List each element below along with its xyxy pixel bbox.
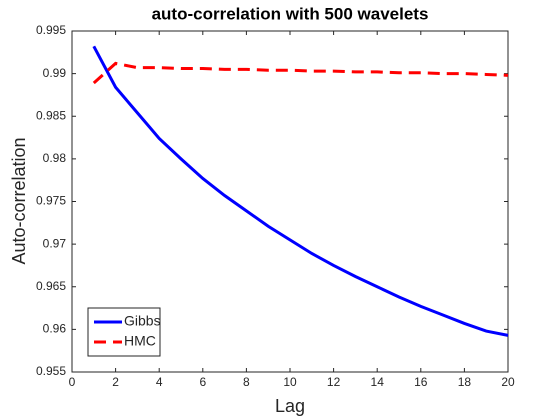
y-tick-label: 0.97 bbox=[43, 236, 67, 250]
y-tick-label: 0.96 bbox=[43, 322, 67, 336]
y-axis-label: Auto-correlation bbox=[9, 137, 29, 264]
y-tick-label: 0.995 bbox=[36, 23, 66, 37]
x-axis-label: Lag bbox=[275, 396, 305, 416]
x-tick-label: 20 bbox=[501, 375, 515, 389]
x-tick-label: 16 bbox=[414, 375, 428, 389]
y-tick-label: 0.985 bbox=[36, 108, 66, 122]
y-tick-label: 0.99 bbox=[43, 66, 67, 80]
x-tick-label: 6 bbox=[199, 375, 206, 389]
y-tick-label: 0.975 bbox=[36, 194, 66, 208]
x-tick-label: 14 bbox=[371, 375, 385, 389]
x-tick-label: 4 bbox=[156, 375, 163, 389]
legend-label: HMC bbox=[124, 333, 156, 349]
y-tick-label: 0.98 bbox=[43, 151, 67, 165]
series-line bbox=[92, 45, 509, 337]
series-line bbox=[92, 61, 509, 85]
x-tick-label: 0 bbox=[69, 375, 76, 389]
legend-box bbox=[87, 307, 161, 357]
y-tick-label: 0.965 bbox=[36, 279, 66, 293]
y-tick-label: 0.955 bbox=[36, 364, 66, 378]
legend-label: Gibbs bbox=[124, 313, 161, 329]
x-tick-label: 18 bbox=[458, 375, 472, 389]
x-tick-label: 12 bbox=[327, 375, 341, 389]
chart-title: auto-correlation with 500 wavelets bbox=[152, 4, 429, 23]
x-tick-label: 2 bbox=[112, 375, 119, 389]
x-tick-label: 10 bbox=[283, 375, 297, 389]
x-tick-label: 8 bbox=[243, 375, 250, 389]
